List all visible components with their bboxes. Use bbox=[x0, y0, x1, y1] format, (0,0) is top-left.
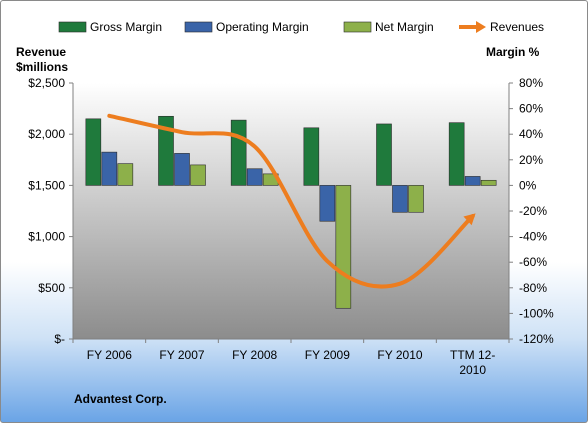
right-axis-tick-label: 20% bbox=[519, 153, 543, 167]
x-axis-category-label: TTM 12- bbox=[450, 348, 495, 362]
x-axis-category-label: FY 2007 bbox=[159, 348, 204, 362]
legend-swatch-gross-margin bbox=[58, 21, 87, 33]
left-axis-tick-label: $1,000 bbox=[28, 230, 65, 244]
x-axis-category-label: FY 2010 bbox=[377, 348, 422, 362]
left-axis-tick-label: $500 bbox=[38, 281, 65, 295]
right-axis-title: Margin % bbox=[486, 45, 540, 59]
legend-swatch-operating-margin bbox=[184, 21, 213, 33]
legend-label-net-margin: Net Margin bbox=[375, 20, 434, 34]
gross-margin-bar bbox=[376, 123, 392, 186]
net-margin-bar bbox=[190, 164, 206, 186]
gross-margin-bar bbox=[448, 122, 465, 186]
right-axis-tick-label: 40% bbox=[519, 127, 543, 141]
legend-label-gross-margin: Gross Margin bbox=[90, 20, 162, 34]
right-axis-tick-label: -80% bbox=[519, 281, 547, 295]
legend-arrow-revenues bbox=[476, 21, 486, 33]
company-name: Advantest Corp. bbox=[74, 392, 167, 406]
revenues-arrowhead bbox=[463, 213, 476, 226]
left-axis-title: Revenue bbox=[16, 45, 66, 59]
x-axis-category-label: 2010 bbox=[459, 363, 486, 377]
left-axis-tick-label: $1,500 bbox=[28, 178, 65, 192]
net-margin-bar bbox=[480, 179, 497, 186]
x-axis-category-label: FY 2008 bbox=[232, 348, 277, 362]
right-axis-tick-label: -60% bbox=[519, 255, 547, 269]
left-axis-tick-label: $2,500 bbox=[28, 76, 65, 90]
x-axis-category-label: FY 2009 bbox=[305, 348, 350, 362]
net-margin-bar bbox=[117, 163, 134, 186]
right-axis-tick-label: 60% bbox=[519, 102, 543, 116]
operating-margin-bar bbox=[319, 185, 336, 222]
right-axis-tick-label: -120% bbox=[519, 332, 554, 346]
operating-margin-bar bbox=[246, 168, 263, 186]
net-margin-bar bbox=[335, 185, 352, 309]
left-axis-tick-label: $2,000 bbox=[28, 127, 65, 141]
legend-swatch-net-margin bbox=[343, 21, 372, 33]
operating-margin-bar bbox=[101, 151, 118, 186]
x-axis-category-label: FY 2006 bbox=[87, 348, 132, 362]
left-axis-tick-label: $- bbox=[54, 332, 65, 346]
gross-margin-bar bbox=[230, 119, 247, 186]
operating-margin-bar bbox=[464, 176, 481, 186]
left-axis-title-line-2: $millions bbox=[16, 60, 68, 74]
gross-margin-bar bbox=[303, 127, 320, 186]
net-margin-bar bbox=[408, 185, 424, 213]
gross-margin-bar bbox=[85, 118, 102, 186]
legend-label-revenues: Revenues bbox=[490, 20, 544, 34]
revenues-line bbox=[107, 113, 475, 289]
right-axis-tick-label: -20% bbox=[519, 204, 547, 218]
right-axis-tick-label: 0% bbox=[519, 178, 537, 192]
legend-label-operating-margin: Operating Margin bbox=[216, 20, 309, 34]
right-axis-tick-label: 80% bbox=[519, 76, 543, 90]
operating-margin-bar bbox=[174, 153, 190, 186]
gross-margin-bar bbox=[158, 115, 174, 186]
operating-margin-bar bbox=[392, 185, 408, 213]
right-axis-tick-label: -100% bbox=[519, 306, 554, 320]
right-axis-tick-label: -40% bbox=[519, 230, 547, 244]
